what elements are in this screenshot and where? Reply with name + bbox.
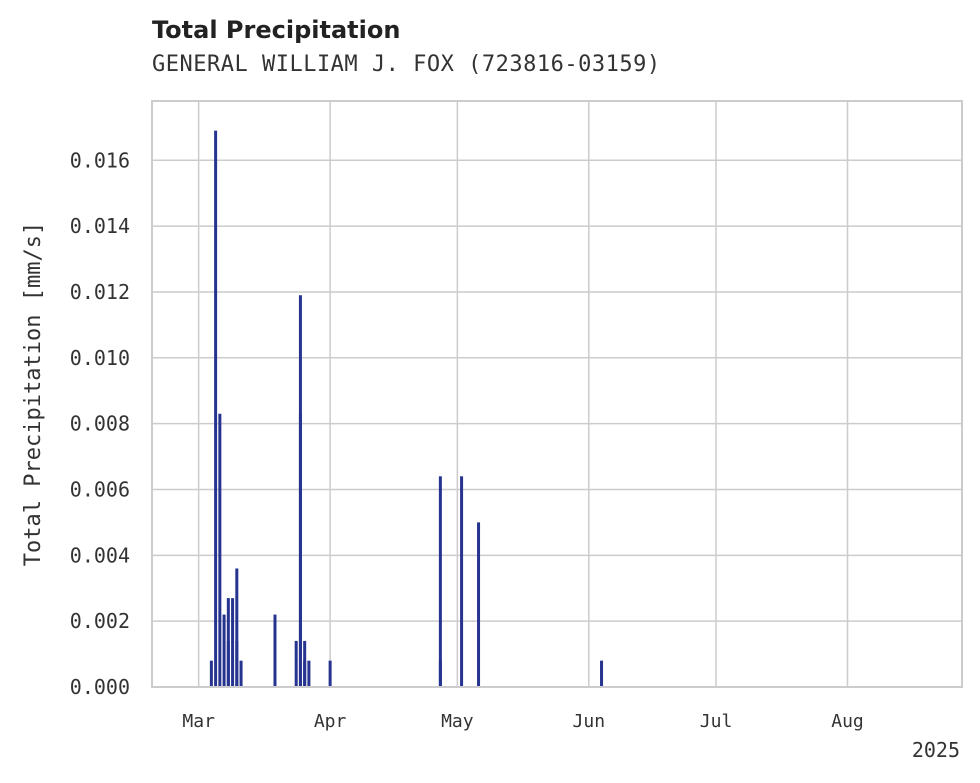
x-tick-label: Jun xyxy=(573,711,606,732)
x-tick-label: May xyxy=(441,711,474,732)
y-tick-label: 0.002 xyxy=(70,609,130,633)
precipitation-bar xyxy=(226,598,230,687)
y-tick-label: 0.012 xyxy=(70,280,130,304)
y-tick-label: 0.014 xyxy=(70,214,130,238)
x-year-label: 2025 xyxy=(912,738,960,762)
precipitation-bar xyxy=(438,660,442,687)
precipitation-bar xyxy=(307,660,311,687)
y-tick-label: 0.016 xyxy=(70,148,130,172)
x-axis-ticks: Mar Apr May Jun Jul Aug xyxy=(182,711,863,732)
precipitation-bar xyxy=(235,640,239,687)
precipitation-bar xyxy=(222,614,226,687)
precipitation-bar xyxy=(218,413,222,687)
precipitation-bar xyxy=(273,614,277,687)
precipitation-bar xyxy=(303,660,307,687)
precipitation-bar xyxy=(235,568,239,687)
x-tick-label: Aug xyxy=(831,711,864,732)
y-tick-label: 0.004 xyxy=(70,543,130,567)
precipitation-bar xyxy=(209,660,213,687)
chart-title: Total Precipitation xyxy=(152,16,401,44)
precipitation-bar xyxy=(239,660,243,687)
plot-frame xyxy=(151,100,963,688)
chart-subtitle: GENERAL WILLIAM J. FOX (723816-03159) xyxy=(152,52,661,77)
x-tick-label: Apr xyxy=(314,711,347,732)
bars-group xyxy=(209,130,604,687)
precipitation-bar xyxy=(294,640,298,687)
y-tick-label: 0.010 xyxy=(70,346,130,370)
precipitation-bar xyxy=(460,476,464,687)
y-axis-label: Total Precipitation [mm/s] xyxy=(21,222,46,566)
precipitation-bar xyxy=(438,476,442,687)
precipitation-bar xyxy=(477,522,481,687)
x-tick-label: Jul xyxy=(700,711,733,732)
y-axis-ticks: 0.000 0.002 0.004 0.006 0.008 0.010 0.012 0.014… xyxy=(70,148,130,699)
y-tick-label: 0.006 xyxy=(70,477,130,501)
y-tick-label: 0.008 xyxy=(70,412,130,436)
precipitation-bar xyxy=(214,130,218,687)
precipitation-bar xyxy=(328,660,332,687)
precipitation-bar xyxy=(298,295,302,687)
grid-lines xyxy=(152,101,962,688)
x-tick-label: Mar xyxy=(182,711,215,732)
precipitation-bar xyxy=(231,598,235,687)
y-tick-label: 0.000 xyxy=(70,675,130,699)
precipitation-bar xyxy=(600,660,604,687)
